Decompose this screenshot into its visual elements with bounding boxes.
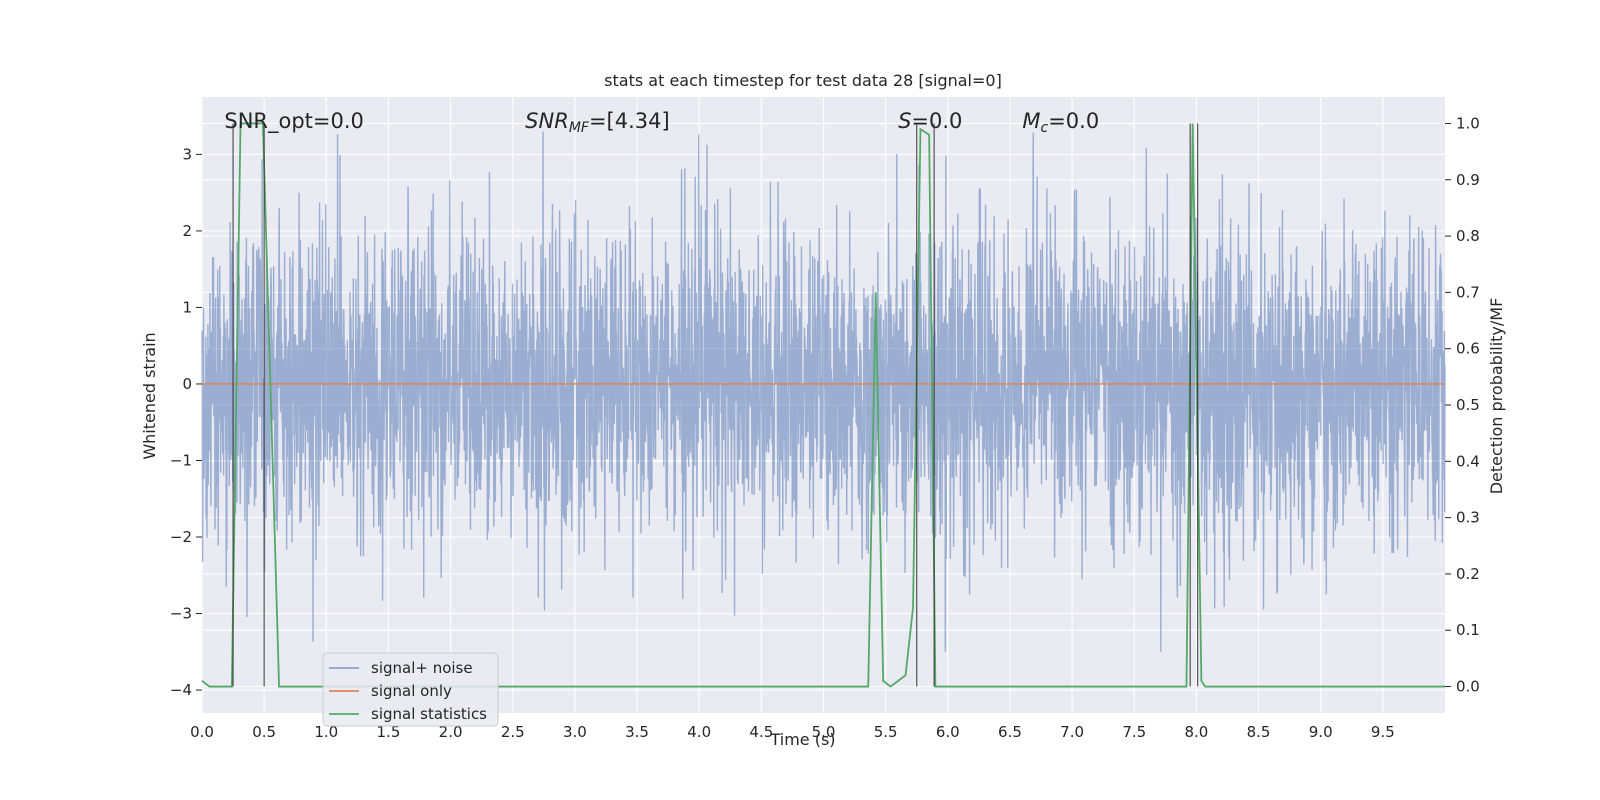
x-tick-label: 4.0 [687, 723, 711, 741]
x-tick-label: 5.5 [874, 723, 898, 741]
y2-tick-label: 1.0 [1456, 114, 1480, 132]
y2-axis-ticks: 0.0 0.1 0.2 0.3 0.4 0.5 0.6 0.7 0.8 0.9 1.0 [1445, 114, 1480, 696]
y-tick-label: −2 [170, 528, 192, 546]
x-axis-ticks: 0.0 0.5 1.0 1.5 2.0 2.5 3.0 3.5 4.0 4.5 5.0 5.5 6.0 6… [190, 723, 1395, 741]
y-tick-label: −1 [170, 451, 192, 469]
vertical-markers [232, 123, 1199, 687]
chart-title: stats at each timestep for test data 28 … [604, 71, 1002, 90]
y2-tick-label: 0.4 [1456, 452, 1480, 470]
legend-label: signal only [371, 682, 452, 700]
line-signal-noise [201, 131, 1446, 652]
y2-tick-label: 0.2 [1456, 565, 1480, 583]
y2-axis-label: Detection probability/MF [1487, 298, 1506, 495]
y2-tick-label: 0.1 [1456, 621, 1480, 639]
x-tick-label: 5.0 [812, 723, 836, 741]
x-tick-label: 3.0 [563, 723, 587, 741]
annotation-text: SNR_opt=0.0 [224, 109, 364, 134]
y2-tick-label: 0.9 [1456, 171, 1480, 189]
y2-tick-label: 0.5 [1456, 396, 1480, 414]
legend-label: signal+ noise [371, 659, 473, 677]
legend-box [322, 652, 499, 727]
legend-label: signal statistics [371, 705, 487, 723]
legend: signal+ noise signal only signal statistic… [322, 652, 499, 727]
x-tick-label: 3.5 [625, 723, 649, 741]
y-axis-ticks: −4 −3 −2 −1 0 1 2 3 [170, 145, 202, 699]
x-tick-label: 9.0 [1309, 723, 1333, 741]
series-signal-statistics [201, 122, 1445, 688]
x-tick-label: 6.5 [998, 723, 1022, 741]
series-signal-noise [201, 131, 1446, 652]
y-axis-label: Whitened strain [140, 332, 159, 459]
x-tick-label: 8.0 [1184, 723, 1208, 741]
x-tick-label: 2.0 [439, 723, 463, 741]
annotation-text: SNRMF=[4.34] [525, 109, 670, 136]
x-tick-label: 7.5 [1122, 723, 1146, 741]
x-tick-label: 2.5 [501, 723, 525, 741]
y2-tick-label: 0.0 [1456, 678, 1480, 696]
y-tick-label: −3 [170, 605, 192, 623]
x-tick-label: 8.5 [1247, 723, 1271, 741]
x-tick-label: 6.0 [936, 723, 960, 741]
y-tick-label: 2 [182, 222, 192, 240]
line-signal-statistics [201, 122, 1445, 688]
x-tick-label: 4.5 [749, 723, 773, 741]
annotation-text: S=0.0 [898, 109, 962, 133]
y-tick-label: 0 [182, 375, 192, 393]
y2-tick-label: 0.8 [1456, 227, 1480, 245]
annotation-text: Mc=0.0 [1022, 109, 1099, 136]
x-tick-label: 9.5 [1371, 723, 1395, 741]
y-tick-label: 3 [182, 145, 192, 163]
y2-tick-label: 0.7 [1456, 283, 1480, 301]
y2-tick-label: 0.3 [1456, 509, 1480, 527]
y-tick-label: −4 [170, 681, 192, 699]
annotations: SNR_opt=0.0 SNRMF=[4.34] S=0.0 Mc=0.0 [224, 109, 1099, 136]
x-axis-label: Time (s) [769, 730, 835, 749]
x-tick-label: 1.0 [314, 723, 338, 741]
x-tick-label: 7.0 [1060, 723, 1084, 741]
x-tick-label: 1.5 [377, 723, 401, 741]
x-tick-label: 0.5 [252, 723, 276, 741]
y2-tick-label: 0.6 [1456, 340, 1480, 358]
y-tick-label: 1 [182, 298, 192, 316]
x-tick-label: 0.0 [190, 723, 214, 741]
